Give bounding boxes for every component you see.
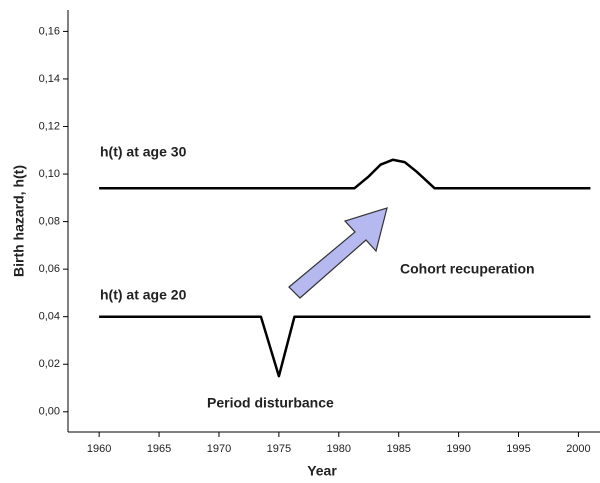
- x-tick-label: 1960: [87, 443, 111, 455]
- x-tick-label: 1975: [267, 443, 291, 455]
- y-tick-label: 0,12: [39, 120, 60, 132]
- x-tick-label: 2000: [566, 443, 590, 455]
- y-tick-label: 0,02: [39, 358, 60, 370]
- x-tick-label: 1965: [147, 443, 171, 455]
- annotation: Period disturbance: [207, 395, 334, 411]
- annotation: Cohort recuperation: [400, 261, 535, 277]
- y-tick-label: 0,04: [39, 311, 60, 323]
- y-tick-label: 0,16: [39, 25, 60, 37]
- x-axis-label: Year: [307, 463, 337, 479]
- y-tick-label: 0,14: [39, 73, 60, 85]
- y-tick-label: 0,06: [39, 263, 60, 275]
- line: [99, 315, 591, 378]
- x-tick-label: 1985: [386, 443, 410, 455]
- y-tick-label: 0,00: [39, 406, 60, 418]
- y-tick-label: 0,08: [39, 216, 60, 228]
- arrow: [288, 207, 388, 299]
- x-tick-label: 1995: [506, 443, 530, 455]
- x-tick-label: 1990: [446, 443, 470, 455]
- series-label: h(t) at age 30: [100, 144, 187, 160]
- y-axis-label: Birth hazard, h(t): [11, 165, 27, 277]
- y-tick-label: 0,10: [39, 168, 60, 180]
- series-label: h(t) at age 20: [100, 287, 187, 303]
- x-tick-label: 1970: [207, 443, 231, 455]
- line: [99, 158, 591, 190]
- x-tick-label: 1980: [327, 443, 351, 455]
